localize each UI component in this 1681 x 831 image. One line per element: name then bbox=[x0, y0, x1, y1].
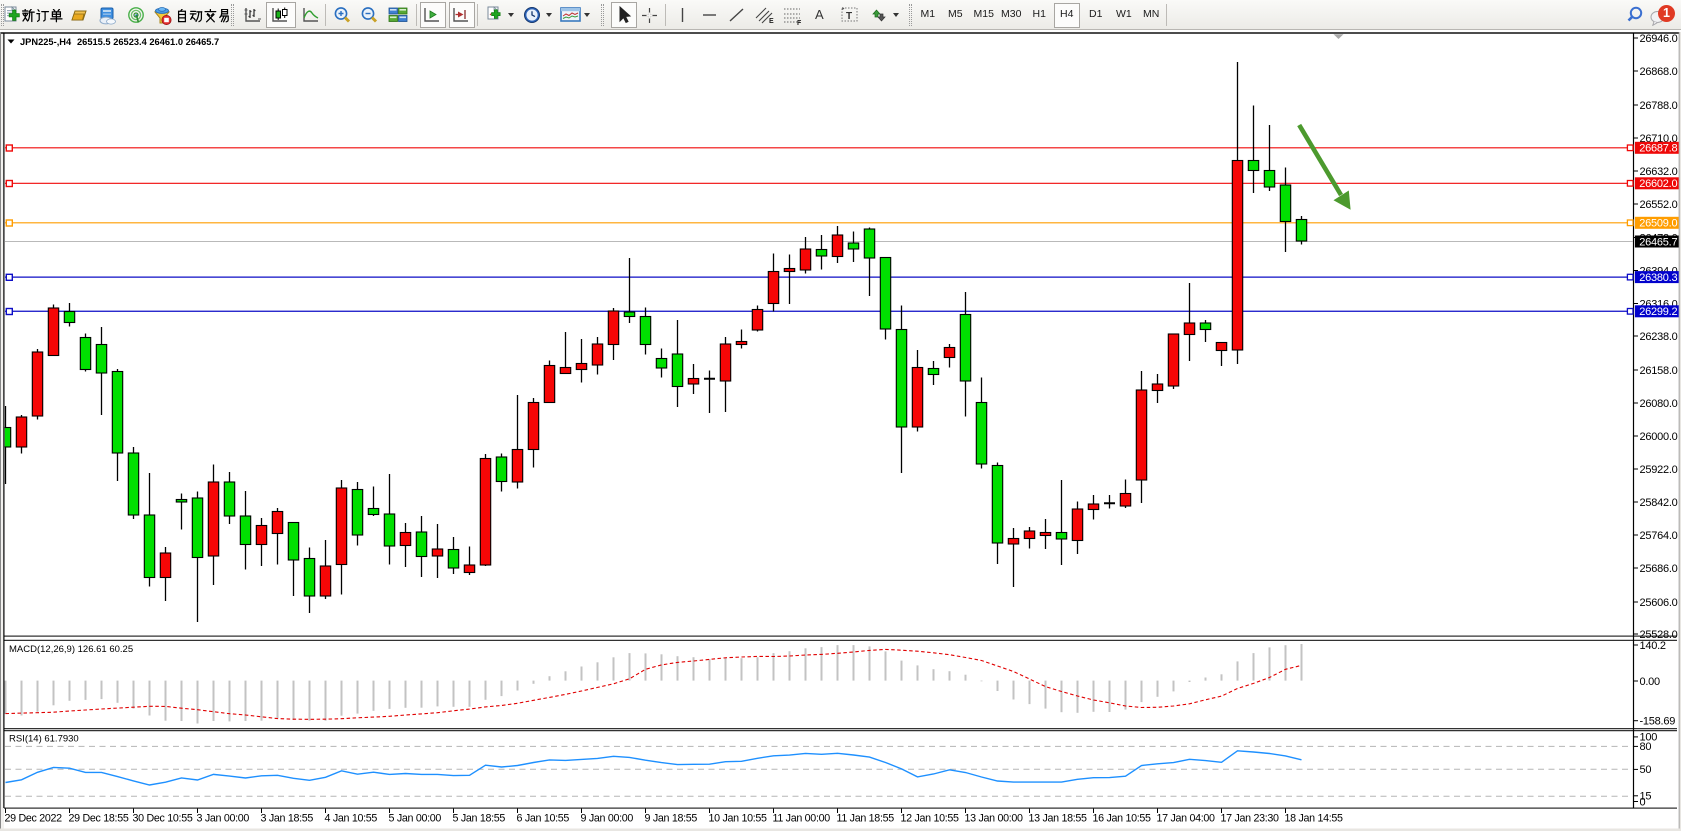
svg-text:26687.8: 26687.8 bbox=[1639, 143, 1677, 155]
svg-text:10 Jan 10:55: 10 Jan 10:55 bbox=[709, 812, 768, 824]
svg-text:E: E bbox=[769, 18, 774, 25]
svg-text:29 Dec 2022: 29 Dec 2022 bbox=[5, 812, 63, 824]
svg-text:MACD(12,26,9) 126.61 60.25: MACD(12,26,9) 126.61 60.25 bbox=[9, 644, 133, 655]
svg-text:RSI(14) 61.7930: RSI(14) 61.7930 bbox=[9, 733, 79, 744]
svg-text:4 Jan 10:55: 4 Jan 10:55 bbox=[325, 812, 378, 824]
svg-text:80: 80 bbox=[1640, 741, 1652, 753]
svg-text:18 Jan 14:55: 18 Jan 14:55 bbox=[1285, 812, 1344, 824]
svg-text:25922.0: 25922.0 bbox=[1640, 464, 1678, 476]
svg-text:26552.0: 26552.0 bbox=[1640, 199, 1678, 211]
svg-text:100: 100 bbox=[1640, 732, 1658, 744]
svg-text:25842.0: 25842.0 bbox=[1640, 497, 1678, 509]
svg-text:26465.7: 26465.7 bbox=[1639, 236, 1677, 248]
svg-text:9 Jan 00:00: 9 Jan 00:00 bbox=[581, 812, 634, 824]
svg-text:5 Jan 18:55: 5 Jan 18:55 bbox=[453, 812, 506, 824]
svg-text:11 Jan 18:55: 11 Jan 18:55 bbox=[837, 812, 895, 824]
svg-text:JPN225-,H4: JPN225-,H4 bbox=[20, 37, 72, 47]
svg-text:26299.2: 26299.2 bbox=[1639, 306, 1677, 318]
svg-text:25528.0: 25528.0 bbox=[1640, 629, 1678, 641]
svg-text:17 Jan 04:00: 17 Jan 04:00 bbox=[1157, 812, 1216, 824]
svg-text:25686.0: 25686.0 bbox=[1640, 563, 1678, 575]
svg-text:15: 15 bbox=[1640, 791, 1652, 803]
svg-text:3 Jan 00:00: 3 Jan 00:00 bbox=[197, 812, 250, 824]
svg-text:26380.3: 26380.3 bbox=[1639, 272, 1677, 284]
svg-text:12 Jan 10:55: 12 Jan 10:55 bbox=[901, 812, 960, 824]
svg-text:26238.0: 26238.0 bbox=[1640, 331, 1678, 343]
svg-text:30 Dec 10:55: 30 Dec 10:55 bbox=[133, 812, 193, 824]
svg-text:0.00: 0.00 bbox=[1640, 676, 1661, 688]
svg-text:-158.69: -158.69 bbox=[1640, 716, 1676, 728]
svg-text:5 Jan 00:00: 5 Jan 00:00 bbox=[389, 812, 442, 824]
svg-text:13 Jan 18:55: 13 Jan 18:55 bbox=[1029, 812, 1088, 824]
svg-text:26000.0: 26000.0 bbox=[1640, 431, 1678, 443]
svg-text:26788.0: 26788.0 bbox=[1640, 100, 1678, 112]
svg-text:26868.0: 26868.0 bbox=[1640, 66, 1678, 78]
svg-text:29 Dec 18:55: 29 Dec 18:55 bbox=[69, 812, 129, 824]
svg-text:50: 50 bbox=[1640, 764, 1652, 776]
svg-text:26515.5 26523.4 26461.0 26465.: 26515.5 26523.4 26461.0 26465.7 bbox=[77, 37, 219, 47]
svg-text:T: T bbox=[846, 11, 852, 22]
svg-text:6 Jan 10:55: 6 Jan 10:55 bbox=[517, 812, 570, 824]
svg-text:11 Jan 00:00: 11 Jan 00:00 bbox=[773, 812, 831, 824]
svg-text:0: 0 bbox=[1640, 796, 1646, 808]
svg-text:26158.0: 26158.0 bbox=[1640, 365, 1678, 377]
svg-text:16 Jan 10:55: 16 Jan 10:55 bbox=[1093, 812, 1152, 824]
svg-text:9 Jan 18:55: 9 Jan 18:55 bbox=[645, 812, 698, 824]
svg-text:26509.0: 26509.0 bbox=[1639, 218, 1677, 230]
svg-text:25606.0: 25606.0 bbox=[1640, 597, 1678, 609]
svg-text:F: F bbox=[797, 20, 802, 26]
svg-text:26080.0: 26080.0 bbox=[1640, 398, 1678, 410]
svg-text:26602.0: 26602.0 bbox=[1639, 178, 1677, 190]
svg-text:3 Jan 18:55: 3 Jan 18:55 bbox=[261, 812, 314, 824]
svg-text:17 Jan 23:30: 17 Jan 23:30 bbox=[1221, 812, 1280, 824]
svg-text:25764.0: 25764.0 bbox=[1640, 530, 1678, 542]
svg-text:26946.0: 26946.0 bbox=[1640, 33, 1678, 45]
svg-text:140.2: 140.2 bbox=[1640, 640, 1666, 652]
svg-text:13 Jan 00:00: 13 Jan 00:00 bbox=[965, 812, 1024, 824]
svg-text:26632.0: 26632.0 bbox=[1640, 166, 1678, 178]
